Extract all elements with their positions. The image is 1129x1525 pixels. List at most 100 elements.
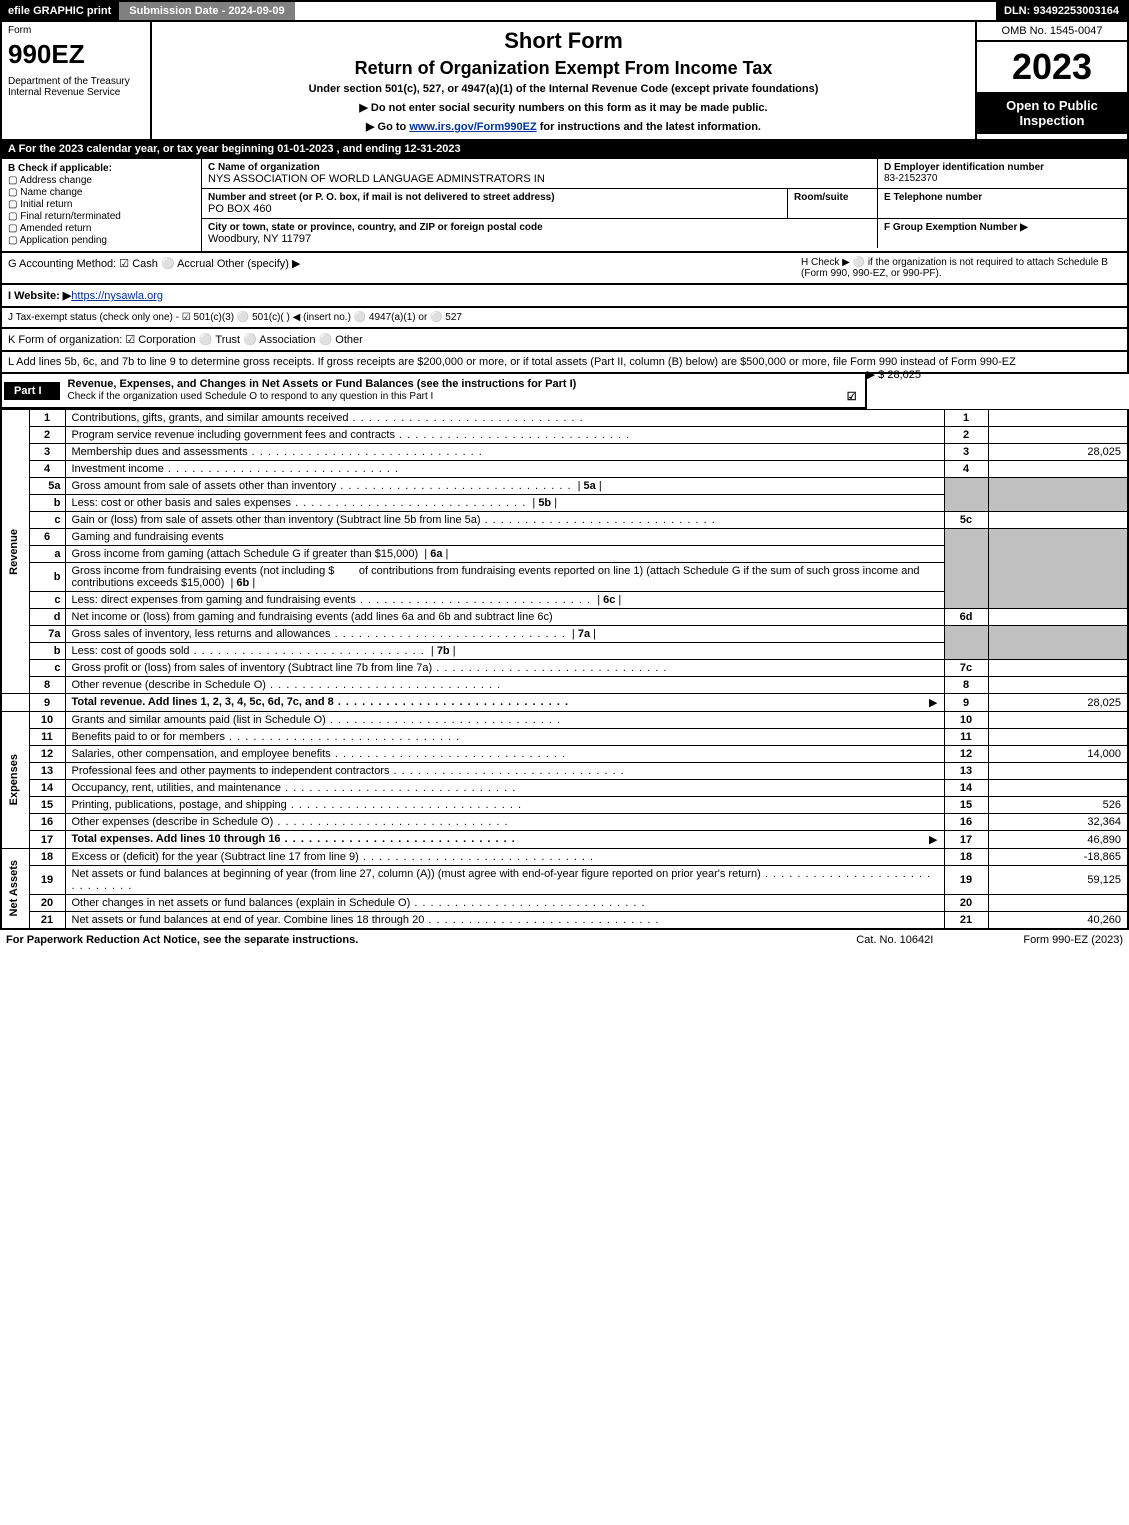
title-short: Short Form [158,28,969,54]
ln3-amt: 28,025 [988,444,1128,461]
ln5b-desc: Less: cost or other basis and sales expe… [65,495,944,512]
irs-link[interactable]: www.irs.gov/Form990EZ [409,121,536,133]
ln5c-amt [988,512,1128,529]
line-l: L Add lines 5b, 6c, and 7b to line 9 to … [0,352,1129,374]
ln16-desc: Other expenses (describe in Schedule O) [65,814,944,831]
city-val: Woodbury, NY 11797 [208,233,871,245]
ln3-box: 3 [944,444,988,461]
ln4-desc: Investment income [65,461,944,478]
line-j: J Tax-exempt status (check only one) - ☑… [0,308,1129,329]
b-name-change[interactable]: Name change [8,187,195,198]
ln20-amt [988,895,1128,912]
footer-form: Form 990-EZ (2023) [1023,934,1123,946]
goto-post: for instructions and the latest informat… [537,121,761,133]
ln8-desc: Other revenue (describe in Schedule O) [65,677,944,694]
side-revenue: Revenue [8,523,20,581]
ln14-box: 14 [944,780,988,797]
ln10-desc: Grants and similar amounts paid (list in… [65,712,944,729]
part-1-check[interactable]: ☑ [847,390,857,403]
ln7c-desc: Gross profit or (loss) from sales of inv… [65,660,944,677]
i-pre: I Website: ▶ [8,290,71,302]
title-main: Return of Organization Exempt From Incom… [158,58,969,79]
warning: ▶ Do not enter social security numbers o… [158,101,969,114]
top-bar: efile GRAPHIC print Submission Date - 20… [0,0,1129,22]
ln3-desc: Membership dues and assessments [65,444,944,461]
title-sub: Under section 501(c), 527, or 4947(a)(1)… [158,83,969,95]
c-org-name: NYS ASSOCIATION OF WORLD LANGUAGE ADMINS… [208,173,871,185]
ln14-desc: Occupancy, rent, utilities, and maintena… [65,780,944,797]
ln6b-desc: Gross income from fundraising events (no… [65,563,944,592]
ln9-desc: Total revenue. Add lines 1, 2, 3, 4, 5c,… [65,694,944,712]
b-pending[interactable]: Application pending [8,235,195,246]
part-1-label: Part I [4,382,60,400]
ln8-box: 8 [944,677,988,694]
form-label: Form [2,22,150,39]
ln7a-desc: Gross sales of inventory, less returns a… [65,626,944,643]
goto-pre: ▶ Go to [366,121,409,133]
submission-date: Submission Date - 2024-09-09 [119,2,294,20]
ln21-box: 21 [944,912,988,930]
ln20-desc: Other changes in net assets or fund bala… [65,895,944,912]
form-code: 990EZ [2,39,150,74]
ln13-desc: Professional fees and other payments to … [65,763,944,780]
ln1-box: 1 [944,410,988,427]
ln9-box: 9 [944,694,988,712]
omb: OMB No. 1545-0047 [977,22,1127,42]
ln6d-box: 6d [944,609,988,626]
ln19-box: 19 [944,866,988,895]
b-header: B Check if applicable: [8,163,195,174]
ln7c-box: 7c [944,660,988,677]
ln21-amt: 40,260 [988,912,1128,930]
ln4-box: 4 [944,461,988,478]
line-h: H Check ▶ ⚪ if the organization is not r… [801,257,1121,279]
ln6-desc: Gaming and fundraising events [65,529,944,546]
form-header: Form 990EZ Department of the Treasury In… [0,22,1129,141]
ln2-amt [988,427,1128,444]
city-label: City or town, state or province, country… [208,222,871,233]
ln15-desc: Printing, publications, postage, and shi… [65,797,944,814]
f-label: F Group Exemption Number ▶ [884,222,1121,233]
efile-label: efile GRAPHIC print [2,2,119,20]
room-label: Room/suite [794,192,871,203]
block-bcdef: B Check if applicable: Address change Na… [0,159,1129,253]
part-1-title: Revenue, Expenses, and Changes in Net As… [68,378,577,390]
ln12-box: 12 [944,746,988,763]
b-amended[interactable]: Amended return [8,223,195,234]
ln21-desc: Net assets or fund balances at end of ye… [65,912,944,930]
tax-year: 2023 [977,42,1127,92]
ln7c-amt [988,660,1128,677]
ln1-desc: Contributions, gifts, grants, and simila… [65,410,944,427]
e-label: E Telephone number [884,192,1121,203]
ln7b-desc: Less: cost of goods sold | 7b | [65,643,944,660]
addr-label: Number and street (or P. O. box, if mail… [208,192,781,203]
b-final[interactable]: Final return/terminated [8,211,195,222]
ln2-box: 2 [944,427,988,444]
ln17-amt: 46,890 [988,831,1128,849]
b-addr-change[interactable]: Address change [8,175,195,186]
ln19-amt: 59,125 [988,866,1128,895]
ln6d-desc: Net income or (loss) from gaming and fun… [65,609,944,626]
ln12-desc: Salaries, other compensation, and employ… [65,746,944,763]
ln4-amt [988,461,1128,478]
ln15-box: 15 [944,797,988,814]
ln16-amt: 32,364 [988,814,1128,831]
ln19-desc: Net assets or fund balances at beginning… [65,866,944,895]
department: Department of the Treasury Internal Reve… [2,74,150,102]
ln1-num: 1 [29,410,65,427]
revenue-table: Revenue 1Contributions, gifts, grants, a… [0,409,1129,930]
ln18-amt: -18,865 [988,849,1128,866]
ln14-amt [988,780,1128,797]
ln5a-desc: Gross amount from sale of assets other t… [65,478,944,495]
ln13-box: 13 [944,763,988,780]
ln5c-desc: Gain or (loss) from sale of assets other… [65,512,944,529]
website-link[interactable]: https://nysawla.org [71,290,163,302]
part-1-sub: Check if the organization used Schedule … [68,391,434,402]
footer-catno: Cat. No. 10642I [856,934,1023,946]
b-initial[interactable]: Initial return [8,199,195,210]
line-a: A For the 2023 calendar year, or tax yea… [0,141,1129,159]
ln16-box: 16 [944,814,988,831]
addr-val: PO BOX 460 [208,203,781,215]
ln9-amt: 28,025 [988,694,1128,712]
ln13-amt [988,763,1128,780]
ln6d-amt [988,609,1128,626]
